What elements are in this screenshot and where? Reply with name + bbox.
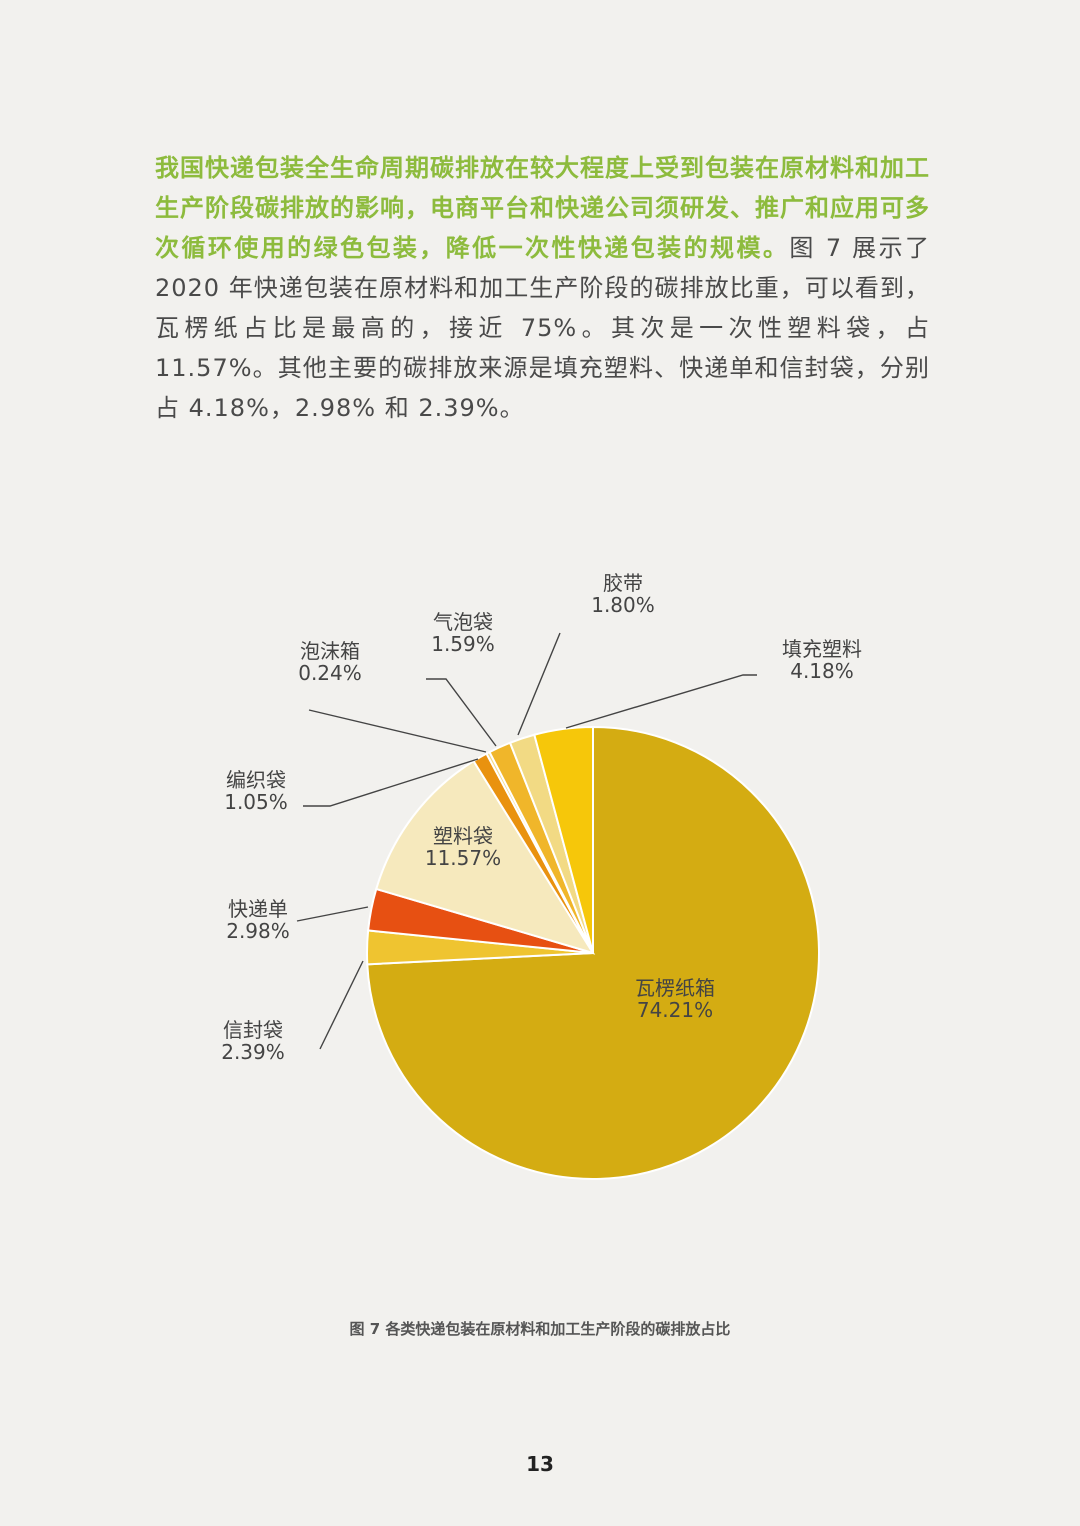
leader-line-8 — [517, 632, 561, 736]
slice-4 — [375, 759, 596, 955]
leader-line-5 — [303, 758, 479, 807]
figure-caption: 图 7 各类快递包装在原材料和加工生产阶段的碳排放占比 — [349, 1320, 731, 1338]
leader-line-7 — [426, 678, 497, 747]
page-number: 13 — [526, 1452, 554, 1476]
slice-value-9: 4.18% — [790, 659, 854, 683]
slice-label-4: 塑料袋 — [433, 824, 493, 848]
slice-label-8: 胶带 — [603, 571, 643, 595]
slice-value-7: 1.59% — [431, 632, 495, 656]
slice-value-2: 2.39% — [221, 1040, 285, 1064]
highlighted-text: 我国快递包装全生命周期碳排放在较大程度上受到包装在原材料和加工生产阶段碳排放的影… — [155, 154, 930, 262]
slice-label-7: 气泡袋 — [433, 610, 493, 634]
leader-line-2 — [319, 960, 364, 1050]
intro-paragraph: 我国快递包装全生命周期碳排放在较大程度上受到包装在原材料和加工生产阶段碳排放的影… — [155, 148, 930, 428]
slice-value-3: 2.98% — [226, 919, 290, 943]
slice-value-8: 1.80% — [591, 593, 655, 617]
pie-chart: 瓦楞纸箱74.21%信封袋2.39%快递单2.98%塑料袋11.57%编织袋1.… — [221, 571, 862, 1180]
slice-label-5: 编织袋 — [226, 768, 286, 792]
leader-line-6 — [308, 709, 487, 753]
slice-value-4: 11.57% — [425, 846, 501, 870]
slice-label-3: 快递单 — [228, 897, 288, 921]
slice-label-2: 信封袋 — [223, 1018, 283, 1042]
leader-line-9 — [565, 674, 757, 729]
leader-line-3 — [296, 906, 369, 922]
slice-label-1: 瓦楞纸箱 — [635, 976, 715, 1000]
slice-value-5: 1.05% — [224, 790, 288, 814]
slice-value-6: 0.24% — [298, 661, 362, 685]
body-text: 图 7 展示了 2020 年快递包装在原材料和加工生产阶段的碳排放比重，可以看到… — [155, 234, 931, 422]
slice-9 — [533, 725, 594, 954]
slice-value-1: 74.21% — [637, 998, 713, 1022]
slice-label-9: 填充塑料 — [782, 637, 862, 661]
slice-label-6: 泡沫箱 — [300, 639, 360, 663]
